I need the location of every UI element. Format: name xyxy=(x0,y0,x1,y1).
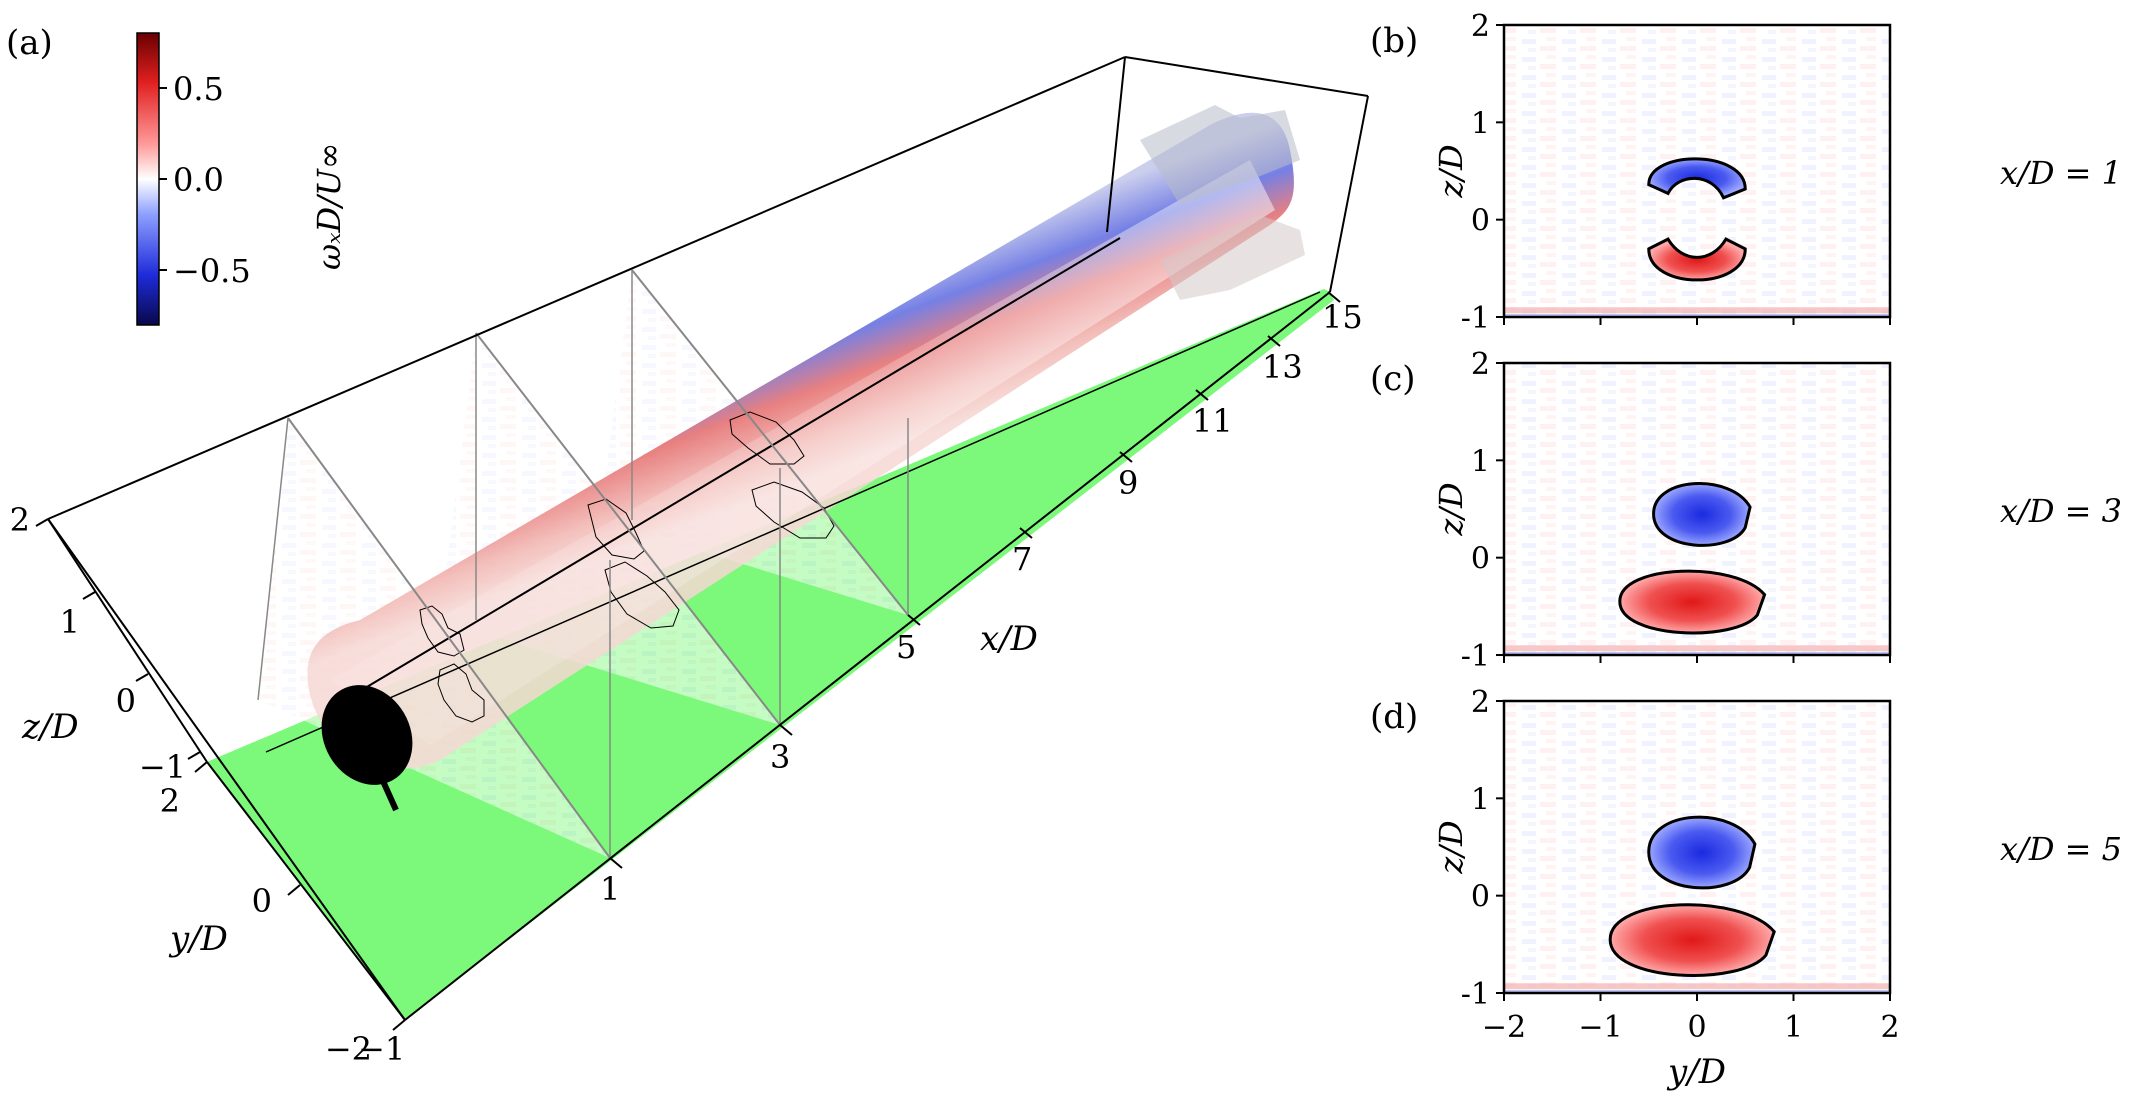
y-tick-label: 0 xyxy=(1471,880,1490,915)
y-tick-label: -1 xyxy=(1461,639,1490,674)
panel-label: (c) xyxy=(1370,359,1416,399)
colorbar-tick-label: 0.0 xyxy=(173,161,224,199)
x-tick-label: 3 xyxy=(770,738,790,776)
z-tick-label: 0 xyxy=(116,682,136,720)
z-axis-label: z/D xyxy=(21,707,79,747)
y-tick-label: 1 xyxy=(1471,444,1490,479)
corner-tick-label: −1 xyxy=(358,1030,405,1068)
x-tick-label: 7 xyxy=(1012,540,1032,578)
x-tick-label: 2 xyxy=(1880,1010,1899,1045)
x-axis-label: y/D xyxy=(1666,1052,1726,1092)
x-tick-label: −2 xyxy=(1482,1010,1526,1045)
negative-vortex-region xyxy=(1647,157,1747,200)
y-axis-label: y/D xyxy=(168,919,228,959)
x-tick-label: 9 xyxy=(1118,464,1138,502)
y-tick-label: 0 xyxy=(1471,542,1490,577)
panel-b: 2 1 0 -1 (b) z/D x/D = 1 xyxy=(1370,9,2122,336)
slice-plane-x5 xyxy=(631,269,909,616)
slice-position-label: x/D = 5 xyxy=(2000,830,2122,868)
y-tick-label: 2 xyxy=(1471,9,1490,44)
sphere-support xyxy=(375,768,399,812)
y-tick-label: 0 xyxy=(1471,204,1490,239)
bounding-box xyxy=(47,56,1369,1021)
y-tick-label: -1 xyxy=(1461,301,1490,336)
panel-label-a: (a) xyxy=(6,23,53,63)
slice-plane-x1 xyxy=(287,417,611,859)
x-tick-label: 13 xyxy=(1262,348,1303,386)
y-tick-labels: 2 0 −2 xyxy=(160,782,372,1068)
y-tick-label: 2 xyxy=(1471,685,1490,720)
panel-a-3d-view: (a) xyxy=(6,23,1369,1068)
x-tick-label: 0 xyxy=(1687,1010,1706,1045)
z-tick-label: 2 xyxy=(10,501,30,539)
colorbar-tick-labels: 0.5 0.0 −0.5 xyxy=(173,70,251,290)
negative-vortex-region xyxy=(1647,815,1757,890)
x-tick-label: 5 xyxy=(896,628,916,666)
y-axis-label: z/D xyxy=(1432,144,1470,198)
positive-vortex-region xyxy=(1608,903,1776,977)
sphere xyxy=(321,685,413,785)
y-tick-label: 2 xyxy=(160,782,180,820)
x-tick-label: 1 xyxy=(600,870,620,908)
z-tick-label: 1 xyxy=(60,603,80,641)
colorbar-tick-label: 0.5 xyxy=(173,70,224,108)
y-tick-label: 1 xyxy=(1471,106,1490,141)
x-tick-label: 11 xyxy=(1192,402,1233,440)
y-tick-label: 2 xyxy=(1471,347,1490,382)
z-tick-label: −1 xyxy=(139,748,186,786)
panel-label: (b) xyxy=(1370,21,1418,61)
colorbar xyxy=(136,32,160,326)
x-tick-label: −1 xyxy=(1578,1010,1622,1045)
panel-c: 2 1 0 -1 (c) z/D x/D = 3 xyxy=(1370,347,2122,674)
y-tick-label: 1 xyxy=(1471,782,1490,817)
y-tick-label: 0 xyxy=(252,882,272,920)
panel-label: (d) xyxy=(1370,697,1418,737)
x-tick-label: 1 xyxy=(1784,1010,1803,1045)
y-axis-label: z/D xyxy=(1432,820,1470,874)
negative-vortex-region xyxy=(1652,481,1752,547)
panel-d: 2 1 0 -1−2 −1 0 1 2 (d) z/D x/D = 5 y/D xyxy=(1370,685,2122,1092)
colorbar-tick-label: −0.5 xyxy=(173,252,251,290)
y-axis-label: z/D xyxy=(1432,482,1470,536)
slice-position-label: x/D = 1 xyxy=(2000,154,2122,192)
slice-plane-x3 xyxy=(475,332,781,726)
z-tick-labels: 2 1 0−1 xyxy=(10,501,186,786)
y-tick-label: −2 xyxy=(325,1030,372,1068)
slice-position-label: x/D = 3 xyxy=(2000,492,2122,530)
positive-vortex-region xyxy=(1618,569,1767,635)
x-axis-label: x/D xyxy=(980,619,1038,659)
x-tick-label: 15 xyxy=(1322,298,1363,336)
y-tick-label: -1 xyxy=(1461,977,1490,1012)
colorbar-label: ωₓD/U∞ xyxy=(310,142,348,270)
side-panels: 2 1 0 -1 (b) z/D x/D = 1 2 1 0 -1 (c) z/D x/D = 3 2 1 0 -… xyxy=(1370,9,2122,1092)
positive-vortex-region xyxy=(1647,237,1747,282)
